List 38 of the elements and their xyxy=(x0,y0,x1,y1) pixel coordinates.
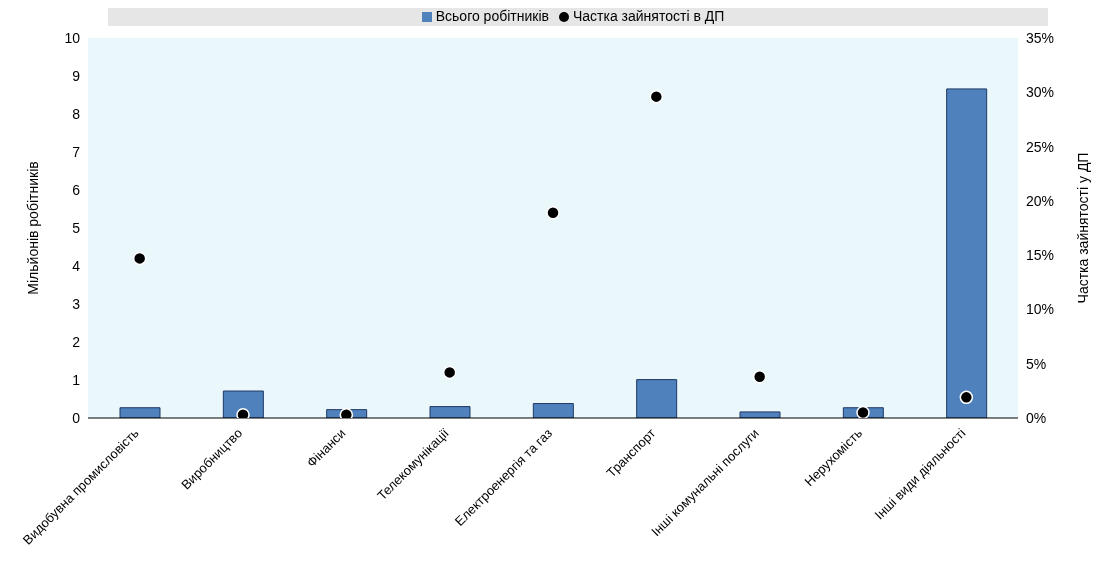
y-tick-label: 6 xyxy=(72,181,81,198)
y-tick-label: 7 xyxy=(72,143,81,160)
y-tick-label: 9 xyxy=(72,67,81,84)
point xyxy=(236,407,250,418)
y-tick-label: 0 xyxy=(72,409,81,426)
legend-label: Всього робітників xyxy=(435,8,549,24)
y2-tick-label: 0% xyxy=(1026,409,1047,426)
bar xyxy=(946,88,988,418)
point xyxy=(649,89,664,104)
y-tick-label: 4 xyxy=(72,257,81,274)
bar xyxy=(429,406,471,418)
y-tick-label: 8 xyxy=(72,105,81,122)
bar xyxy=(532,403,574,418)
y2-tick-label: 25% xyxy=(1026,138,1055,155)
y-axis-title: Мільйонів робітників xyxy=(24,161,41,295)
y-tick-label: 5 xyxy=(72,219,81,236)
point xyxy=(546,206,560,220)
point xyxy=(752,369,767,384)
y-tick-label: 2 xyxy=(72,333,81,350)
y2-tick-label: 5% xyxy=(1026,355,1047,372)
y2-tick-label: 30% xyxy=(1026,84,1055,101)
y-tick-label: 3 xyxy=(72,295,81,312)
point xyxy=(856,405,870,418)
point xyxy=(442,365,457,380)
bar xyxy=(636,379,678,418)
point xyxy=(132,251,147,266)
y2-tick-label: 10% xyxy=(1026,301,1055,318)
y2-tick-label: 35% xyxy=(1026,29,1055,46)
y-tick-label: 1 xyxy=(72,371,81,388)
y-tick-label: 10 xyxy=(64,29,81,46)
point xyxy=(339,407,354,418)
y2-tick-label: 20% xyxy=(1026,192,1055,209)
point xyxy=(959,390,974,405)
legend-label: Частка зайнятості в ДП xyxy=(572,8,725,24)
bar xyxy=(739,411,781,418)
y2-tick-label: 15% xyxy=(1026,247,1055,264)
bar xyxy=(119,407,161,418)
y2-axis-title: Частка зайнятості у ДП xyxy=(1074,152,1091,304)
